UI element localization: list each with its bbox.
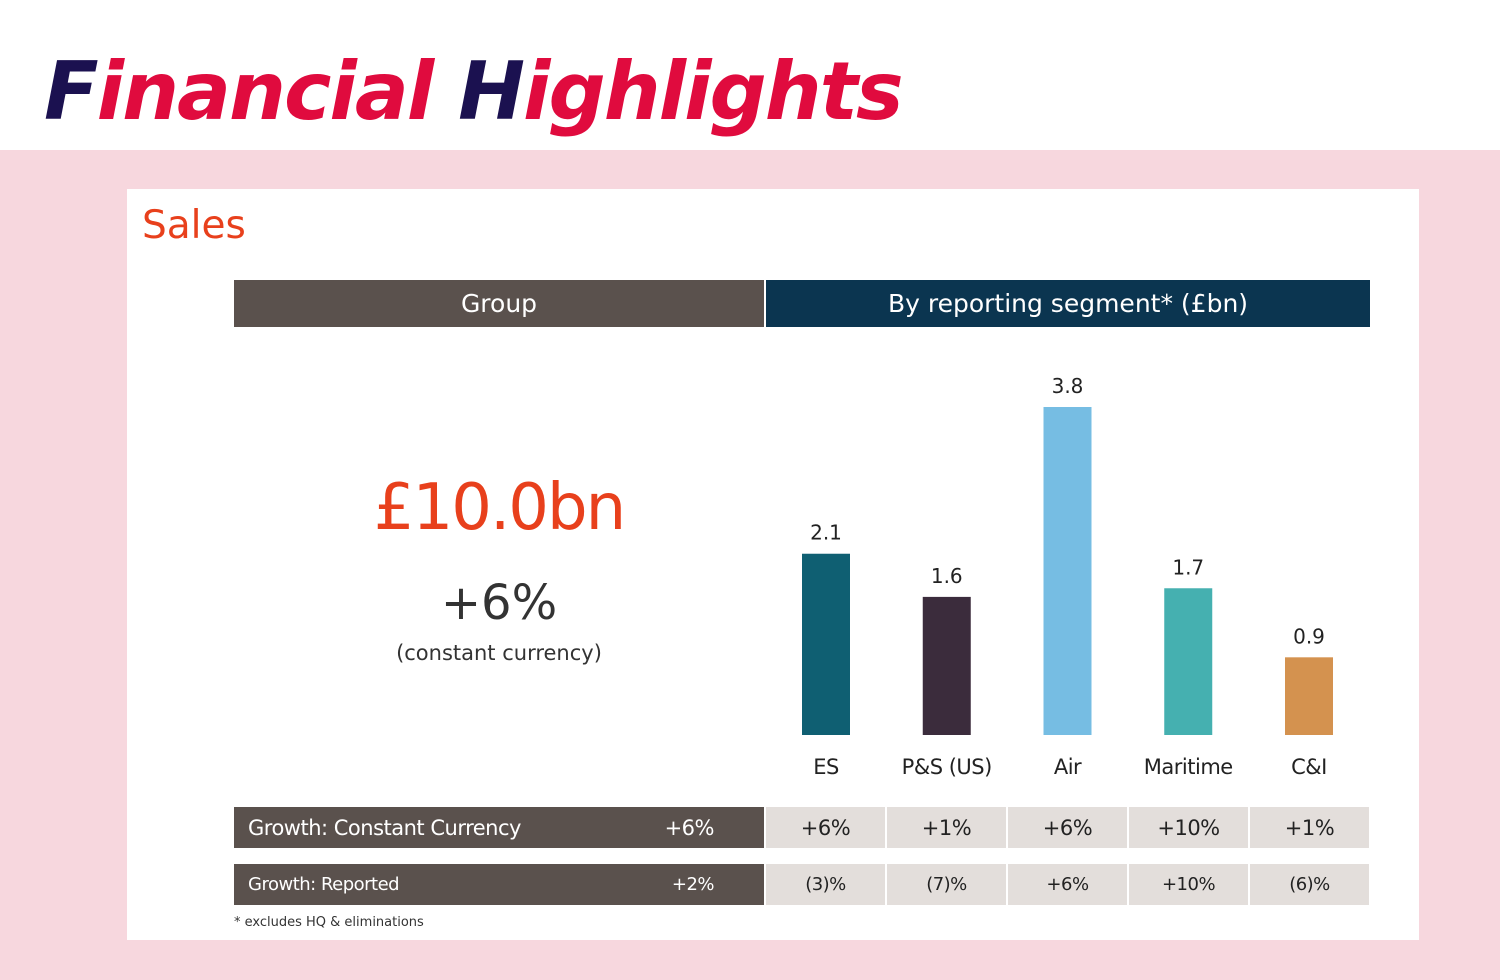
segment-bar-chart: 2.1 ES 1.6 P&S (US) 3.8 Air 1.7 Maritime 0.9 C&I [802, 374, 1333, 779]
constant-currency-label: Growth: Constant Currency [248, 815, 521, 840]
category-label-maritime: Maritime [1144, 755, 1233, 779]
reported-cell-ps-us: (7)% [887, 864, 1006, 905]
cc-cell-ps-us: +1% [887, 807, 1006, 848]
page-title-initial-f: F [44, 45, 99, 138]
segment-header: By reporting segment* (£bn) [766, 280, 1370, 327]
category-label-es: ES [813, 755, 839, 779]
reported-label-cell: Growth: Reported +2% [234, 864, 764, 905]
data-label-maritime: 1.7 [1172, 555, 1204, 579]
constant-currency-label-cell: Growth: Constant Currency +6% [234, 807, 764, 848]
footnote: * excludes HQ & eliminations [234, 915, 424, 930]
page-title-text-1: inancial [96, 45, 459, 138]
bar-es [802, 553, 850, 735]
reported-cell-air: +6% [1008, 864, 1127, 905]
group-growth-value: +6% [440, 575, 558, 631]
cc-cell-es: +6% [766, 807, 885, 848]
category-label-air: Air [1054, 755, 1082, 779]
data-label-p-s-us: 1.6 [931, 564, 963, 588]
category-label-p-s-us: P&S (US) [902, 755, 992, 779]
data-label-es: 2.1 [810, 521, 842, 545]
cc-cell-ci: +1% [1250, 807, 1369, 848]
group-growth-note: (constant currency) [396, 641, 602, 665]
bar-maritime [1164, 588, 1213, 735]
category-label-c-i: C&I [1291, 755, 1327, 779]
bar-air [1043, 407, 1092, 735]
reported-cell-maritime: +10% [1129, 864, 1248, 905]
growth-reported-row: Growth: Reported +2% (3)% (7)% +6% +10% … [234, 864, 1369, 905]
constant-currency-group-value: +6% [664, 815, 715, 840]
group-header: Group [234, 280, 764, 327]
data-label-c-i: 0.9 [1293, 624, 1325, 648]
reported-cell-ci: (6)% [1250, 864, 1369, 905]
cc-cell-maritime: +10% [1129, 807, 1248, 848]
growth-constant-currency-row: Growth: Constant Currency +6% +6% +1% +6… [234, 807, 1369, 848]
bar-c-i [1285, 657, 1333, 735]
reported-label: Growth: Reported [248, 874, 400, 895]
group-sales-value: £10.0bn [373, 471, 626, 545]
cc-cell-air: +6% [1008, 807, 1127, 848]
page-title-initial-h: H [458, 45, 525, 138]
page-title: Financial Highlights [44, 42, 904, 142]
bar-p-s-us [922, 596, 971, 735]
reported-cell-es: (3)% [766, 864, 885, 905]
page-title-text-2: ighlights [523, 45, 904, 138]
sales-slide: Sales Group By reporting segment* (£bn) … [127, 189, 1419, 940]
data-label-air: 3.8 [1052, 374, 1084, 398]
slide-title: Sales [142, 203, 246, 248]
reported-group-value: +2% [671, 874, 715, 895]
